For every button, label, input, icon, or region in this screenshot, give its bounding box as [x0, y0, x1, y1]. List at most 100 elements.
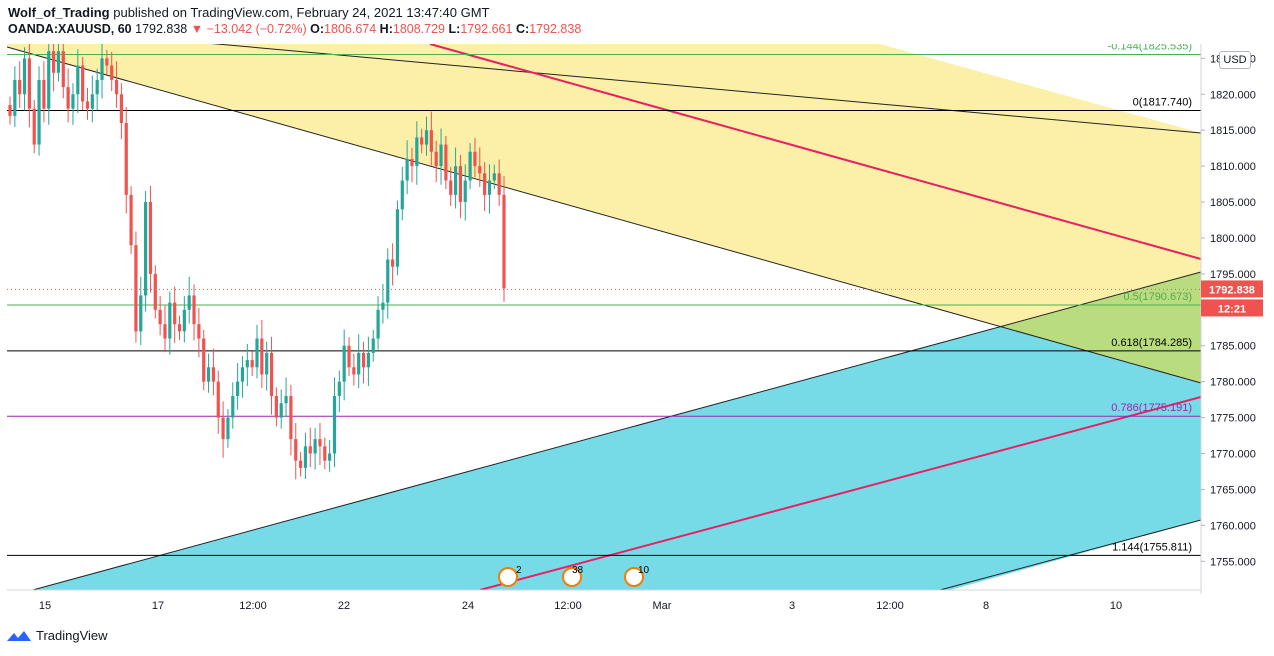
candle-body	[337, 381, 341, 397]
close-label: C:	[515, 22, 530, 36]
candle-body	[279, 403, 283, 418]
candle-body	[37, 79, 41, 145]
price-tick-label: 1800.000	[1210, 233, 1256, 245]
candle-body	[250, 360, 254, 368]
event-marker-flag-icon[interactable]: 10	[624, 565, 650, 587]
candle-body	[197, 324, 201, 339]
candle-body	[284, 396, 288, 404]
candle-body	[8, 105, 12, 116]
time-axis[interactable]: 15 17 12:00 22 24 12:00 Mar 3 12:00 8 10	[39, 600, 1122, 612]
price-tick-label: 1815.000	[1210, 125, 1256, 137]
fib-level-label: 0(1817.740)	[1133, 97, 1192, 109]
blue-channel-median	[479, 396, 1201, 590]
candle-body	[303, 446, 308, 468]
plot-area: -0.144(1825.535) 0(1817.740) 0.5(1790.673)…	[7, 44, 1201, 590]
candle-body	[61, 51, 65, 88]
candle-body	[168, 302, 172, 339]
candle-body	[81, 65, 85, 102]
low-value: 1792.661	[460, 22, 513, 36]
fib-level-label: 0.786(1775.191)	[1111, 402, 1192, 414]
event-markers: 2 38 10	[498, 565, 650, 587]
candle-body	[18, 79, 22, 95]
candle-body	[492, 173, 496, 181]
candle-body	[453, 166, 458, 195]
candle-body	[134, 245, 138, 332]
candle-body	[347, 345, 351, 368]
yellow-channel-upper	[211, 44, 1201, 134]
currency-button[interactable]: USD	[1219, 51, 1251, 69]
candle-body	[323, 446, 327, 461]
candle-body	[173, 302, 177, 325]
candle-body	[386, 259, 390, 303]
candlesticks	[8, 44, 506, 480]
candle-body	[119, 94, 123, 124]
candle-body	[114, 79, 119, 95]
candle-body	[90, 94, 94, 109]
candle-body	[473, 151, 477, 167]
candle-body	[139, 295, 143, 332]
candle-body	[458, 166, 463, 203]
time-tick-label: 8	[983, 600, 989, 612]
price-chart[interactable]: -0.144(1825.535) 0(1817.740) 0.5(1790.673)…	[0, 0, 1274, 620]
price-tick-label: 1785.000	[1210, 341, 1256, 353]
countdown-label: 12:21	[1218, 303, 1246, 315]
author-name[interactable]: Wolf_of_Trading	[8, 5, 110, 20]
candle-body	[497, 173, 501, 195]
candle-body	[318, 439, 322, 447]
candle-body	[420, 137, 424, 145]
candle-body	[177, 324, 182, 332]
tradingview-logo[interactable]: TradingView	[6, 628, 108, 643]
time-tick-label: 10	[1110, 600, 1122, 612]
fib-level-label: 0.618(1784.285)	[1111, 337, 1192, 349]
candle-body	[95, 79, 99, 95]
price-tick-label: 1770.000	[1210, 449, 1256, 461]
chart-header-publisher: Wolf_of_Trading published on TradingView…	[8, 5, 490, 20]
candle-body	[381, 302, 385, 310]
candle-body	[32, 108, 36, 145]
low-label: L:	[448, 22, 461, 36]
chart-header-ohlc: OANDA:XAUUSD, 60 1792.838 ▼ −13.042 (−0.…	[8, 22, 581, 36]
open-value: 1806.674	[324, 22, 377, 36]
candle-body	[332, 396, 337, 454]
time-tick-label: 12:00	[876, 600, 904, 612]
published-info: published on TradingView.com, February 2…	[113, 5, 490, 20]
candle-body	[144, 202, 148, 296]
event-marker-flag-icon[interactable]: 38	[562, 565, 584, 587]
event-marker-flag-icon[interactable]: 2	[498, 565, 522, 587]
time-tick-label: 12:00	[554, 600, 582, 612]
candle-body	[124, 123, 128, 195]
candle-body	[56, 51, 61, 73]
candle-body	[153, 273, 157, 310]
price-change: ▼ −13.042 (−0.72%)	[190, 22, 307, 36]
event-marker-label: 38	[572, 565, 584, 576]
candle-body	[76, 65, 80, 95]
candle-body	[439, 144, 443, 167]
candle-body	[236, 381, 240, 397]
candle-body	[342, 345, 346, 382]
time-tick-label: 22	[338, 600, 350, 612]
yellow-channel	[7, 44, 1201, 383]
candle-body	[313, 439, 317, 454]
candle-body	[429, 130, 433, 152]
fib-retracement: -0.144(1825.535) 0(1817.740) 0.5(1790.673)…	[7, 44, 1201, 556]
last-price: 1792.838	[135, 22, 188, 36]
candle-body	[328, 453, 332, 461]
candle-body	[298, 460, 303, 468]
candle-body	[245, 360, 249, 368]
price-tick-label: 1820.000	[1210, 89, 1256, 101]
candle-body	[27, 58, 31, 109]
candle-body	[226, 417, 230, 440]
channel-overlap	[1000, 272, 1201, 383]
fib-level-label: 0.5(1790.673)	[1124, 291, 1193, 303]
time-tick-label: Mar	[653, 600, 672, 612]
symbol-label[interactable]: OANDA:XAUUSD, 60	[8, 22, 132, 36]
candle-body	[206, 367, 211, 382]
candle-body	[71, 94, 75, 109]
close-value: 1792.838	[529, 22, 582, 36]
candle-body	[289, 396, 293, 440]
candle-body	[202, 338, 206, 382]
candle-body	[463, 180, 467, 203]
candle-body	[47, 51, 51, 109]
candle-body	[274, 396, 278, 418]
candle-body	[110, 65, 114, 80]
